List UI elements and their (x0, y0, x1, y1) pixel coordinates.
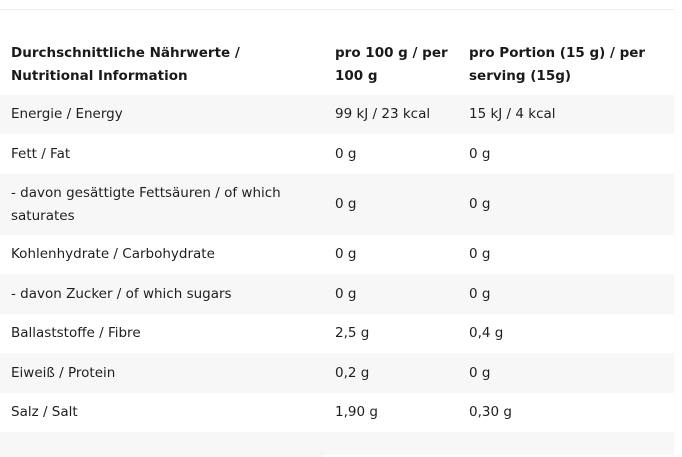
per-portion-value: 15 kJ / 4 kcal (469, 106, 556, 122)
top-divider (0, 9, 674, 10)
nutrient-name: Eiweiß / Protein (11, 364, 116, 381)
nutrient-name: - davon gesättigte Fettsäuren / of which… (11, 184, 281, 224)
nutrient-name: - davon Zucker / of which sugars (11, 285, 232, 302)
table-row: Kohlenhydrate / Carbohydrate 0 g 0 g (0, 235, 674, 274)
per-100g-value: 0 g (335, 285, 357, 302)
header-per-portion: pro Portion (15 g) / per serving (15g) (469, 45, 646, 84)
per-portion-value: 0 g (469, 364, 491, 381)
header-per-100g: pro 100 g / per 100 g (335, 45, 448, 84)
per-100g-value: 2,5 g (335, 325, 370, 341)
per-100g-value: 0 g (335, 246, 357, 262)
per-portion-value: 0,30 g (469, 404, 512, 420)
per-portion-value: 0 g (469, 246, 491, 262)
table-header-row: Durchschnittliche Nährwerte / Nutritiona… (0, 34, 674, 95)
header-nutrient: Durchschnittliche Nährwerte / Nutritiona… (11, 45, 240, 84)
per-100g-value: 0 g (335, 196, 357, 212)
per-portion-value: 0 g (469, 145, 491, 162)
per-portion-value: 0 g (469, 285, 491, 302)
per-100g-value: 99 kJ / 23 kcal (335, 106, 431, 122)
nutrient-name: Fett / Fat (11, 145, 71, 162)
per-100g-value: 1,90 g (335, 404, 378, 420)
footer-divider (322, 455, 674, 457)
table-row: - davon Zucker / of which sugars 0 g 0 g (0, 274, 674, 314)
nutrient-name: Ballaststoffe / Fibre (11, 325, 141, 341)
nutrient-name: Salz / Salt (11, 404, 78, 420)
table-row: Fett / Fat 0 g 0 g (0, 134, 674, 174)
table-row: Salz / Salt 1,90 g 0,30 g (0, 393, 674, 432)
table-row: Ballaststoffe / Fibre 2,5 g 0,4 g (0, 314, 674, 353)
per-portion-value: 0,4 g (469, 325, 504, 341)
table-row: - davon gesättigte Fettsäuren / of which… (0, 174, 674, 235)
per-portion-value: 0 g (469, 196, 491, 212)
per-100g-value: 0,2 g (335, 364, 370, 381)
table-row: Energie / Energy 99 kJ / 23 kcal 15 kJ /… (0, 95, 674, 134)
table-footer-band (0, 432, 674, 457)
table-row: Eiweiß / Protein 0,2 g 0 g (0, 353, 674, 393)
per-100g-value: 0 g (335, 145, 357, 162)
nutrient-name: Kohlenhydrate / Carbohydrate (11, 246, 215, 262)
nutrition-table: Durchschnittliche Nährwerte / Nutritiona… (0, 34, 674, 432)
nutrient-name: Energie / Energy (11, 106, 123, 122)
